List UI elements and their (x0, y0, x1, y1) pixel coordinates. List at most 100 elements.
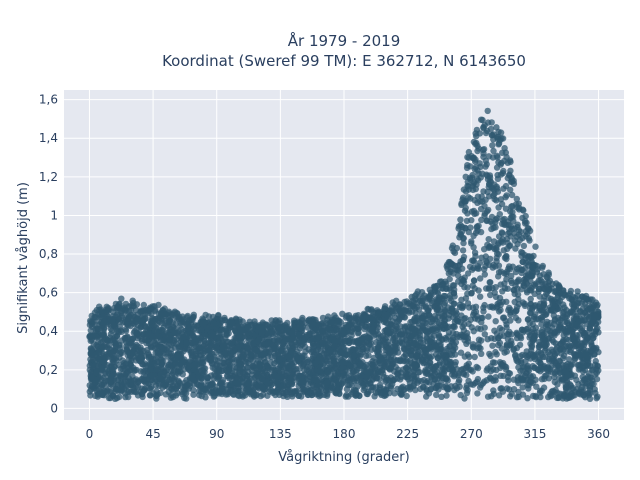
data-point (485, 244, 492, 251)
data-point (331, 343, 338, 350)
data-point (478, 337, 485, 344)
data-point (224, 354, 231, 361)
data-point (582, 338, 589, 345)
data-point (164, 344, 171, 351)
data-point (485, 313, 492, 320)
data-point (439, 314, 446, 322)
data-point (380, 318, 388, 325)
data-point (542, 323, 550, 330)
data-point (340, 372, 347, 379)
data-point (289, 335, 297, 342)
data-point (177, 322, 184, 329)
data-point (112, 395, 119, 402)
data-point (462, 188, 470, 195)
data-point (103, 308, 111, 315)
data-point (544, 288, 551, 296)
data-point (589, 318, 596, 325)
data-point (529, 304, 536, 311)
data-point (491, 327, 498, 334)
data-point (305, 380, 312, 388)
data-point (138, 385, 146, 392)
data-point (477, 205, 485, 213)
data-point (480, 304, 487, 311)
data-point (542, 372, 550, 379)
data-point (447, 342, 454, 350)
data-point (512, 314, 520, 322)
data-point (544, 274, 551, 281)
data-point (100, 319, 108, 326)
data-point (525, 262, 532, 269)
data-point (107, 381, 115, 388)
data-point (494, 188, 502, 195)
data-point (503, 321, 510, 328)
data-point (465, 194, 472, 201)
data-point (109, 336, 116, 344)
data-point (450, 334, 457, 341)
data-point (98, 382, 106, 389)
data-point (505, 331, 512, 338)
data-point (356, 352, 364, 360)
data-point (427, 338, 434, 345)
data-point (448, 361, 455, 369)
data-point (118, 295, 125, 302)
data-point (123, 370, 130, 378)
data-point (545, 349, 552, 356)
data-point (477, 325, 484, 333)
data-point (499, 361, 506, 368)
data-point (176, 368, 183, 375)
data-point (92, 333, 99, 340)
data-point (427, 385, 435, 392)
data-point (532, 392, 539, 400)
data-point (512, 352, 519, 359)
data-point (336, 390, 343, 398)
data-point (240, 379, 247, 386)
data-point (106, 345, 113, 353)
data-point (162, 311, 170, 318)
data-point (402, 358, 410, 365)
data-point (436, 334, 443, 341)
data-point (485, 183, 492, 191)
data-point (442, 383, 449, 390)
data-point (127, 377, 134, 384)
data-point (96, 303, 103, 310)
data-point (502, 182, 510, 190)
data-point (167, 368, 175, 375)
data-point (342, 393, 349, 400)
data-point (169, 311, 176, 318)
data-point (536, 285, 543, 293)
data-point (576, 352, 584, 359)
data-point (202, 311, 209, 319)
data-point (114, 381, 121, 389)
data-point (115, 361, 123, 369)
data-point (215, 312, 222, 320)
data-point (440, 292, 448, 300)
data-point (279, 361, 287, 368)
data-point (568, 330, 576, 337)
data-point (309, 343, 317, 350)
data-point (519, 258, 526, 265)
data-point (491, 245, 498, 253)
data-point (509, 208, 516, 216)
data-point (367, 360, 374, 368)
data-point (482, 157, 489, 164)
data-point (502, 205, 510, 212)
data-point (520, 207, 527, 214)
data-point (538, 376, 546, 383)
data-point (376, 309, 383, 316)
data-point (341, 359, 349, 366)
data-point (525, 382, 532, 389)
chart-title-line1: År 1979 - 2019 (288, 31, 401, 50)
data-point (517, 357, 525, 365)
data-point (446, 295, 453, 302)
data-point (355, 337, 362, 344)
data-point (469, 304, 477, 311)
data-point (588, 341, 595, 348)
data-point (95, 338, 102, 346)
data-point (311, 389, 318, 396)
data-point (397, 310, 405, 317)
data-point (321, 343, 329, 350)
data-point (484, 107, 491, 115)
data-point (507, 393, 514, 400)
data-point (473, 175, 481, 183)
data-point (493, 366, 500, 374)
